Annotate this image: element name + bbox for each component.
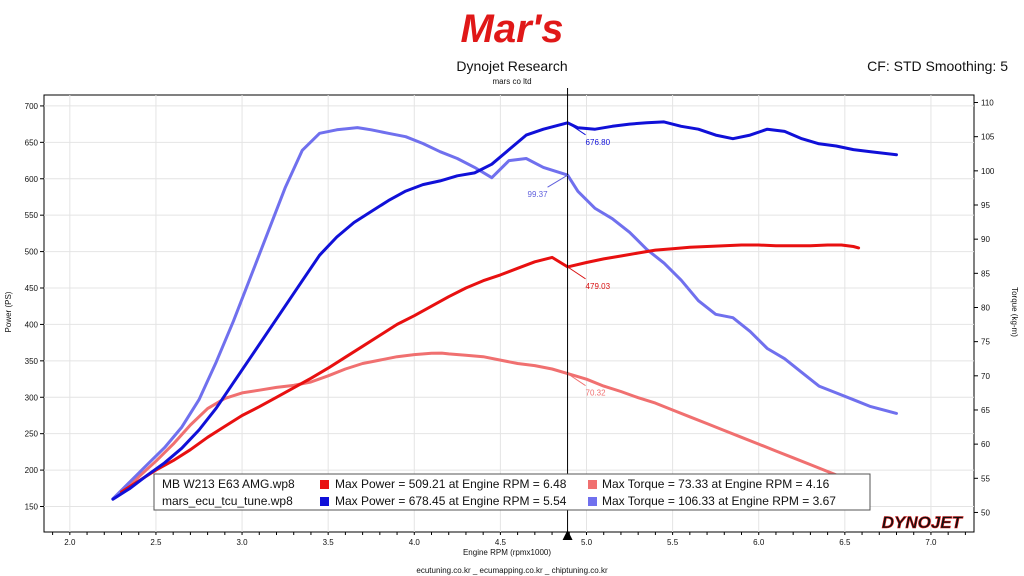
y-left-tick-label: 700 <box>25 102 39 111</box>
legend-run2-power: Max Power = 678.45 at Engine RPM = 5.54 <box>335 494 567 508</box>
series-line-2 <box>111 120 898 501</box>
legend-file-2: mars_ecu_tcu_tune.wp8 <box>162 494 293 508</box>
legend-swatch-run2-power <box>320 497 329 506</box>
brand-logo: Mar's <box>461 7 564 51</box>
y-left-tick-label: 200 <box>25 466 39 475</box>
y-right-tick-label: 70 <box>981 372 990 381</box>
plot-area <box>43 94 975 533</box>
y-left-tick-label: 150 <box>25 503 39 512</box>
dynojet-logo: DYNOJET <box>882 513 964 532</box>
cursor-value-labels: 676.80 99.37 479.03 70.32 <box>528 122 611 398</box>
series-line-0 <box>120 243 861 494</box>
y-right-tick-label: 50 <box>981 508 990 517</box>
y-right-tick-label: 90 <box>981 235 990 244</box>
series-line-3 <box>111 126 898 501</box>
x-tick-label: 7.0 <box>925 538 937 547</box>
cursor-label-leader <box>547 174 568 188</box>
y-right-tick-label: 100 <box>981 167 995 176</box>
legend: MB W213 E63 AMG.wp8 Max Power = 509.21 a… <box>153 473 871 511</box>
y-left-tick-label: 650 <box>25 138 39 147</box>
x-tick-label: 6.0 <box>753 538 765 547</box>
x-tick-label: 5.5 <box>667 538 679 547</box>
y-left-tick-label: 450 <box>25 284 39 293</box>
x-tick-label: 4.5 <box>495 538 507 547</box>
axis-ticks: 2.0 2.5 3.0 3.5 4.0 4.5 5.0 5.5 6.0 6.5 7.0 150 200 2… <box>25 99 995 547</box>
x-tick-label: 5.0 <box>581 538 593 547</box>
y-left-tick-label: 550 <box>25 211 39 220</box>
y-left-tick-label: 250 <box>25 430 39 439</box>
chart-title: Dynojet Research <box>456 58 567 74</box>
y-axis-left-label: Power (PS) <box>4 291 13 332</box>
x-tick-label: 6.5 <box>839 538 851 547</box>
cf-smoothing-label: CF: STD Smoothing: 5 <box>867 58 1008 74</box>
y-left-tick-label: 500 <box>25 248 39 257</box>
cursor-value-label: 99.37 <box>528 190 549 199</box>
chart-subtitle: mars co ltd <box>492 77 531 86</box>
legend-swatch-run1-power <box>320 480 329 489</box>
y-axis-right-label: Torque (kg-m) <box>1010 287 1019 337</box>
x-axis-label: Engine RPM (rpmx1000) <box>463 548 551 557</box>
grid <box>44 95 974 532</box>
legend-swatch-run1-torque <box>588 480 597 489</box>
x-tick-label: 2.5 <box>150 538 162 547</box>
y-right-tick-label: 65 <box>981 406 990 415</box>
rpm-cursor-marker[interactable] <box>562 530 573 540</box>
legend-file-1: MB W213 E63 AMG.wp8 <box>162 477 295 491</box>
x-tick-label: 2.0 <box>64 538 76 547</box>
legend-swatch-run2-torque <box>588 497 597 506</box>
cursor-value-label: 70.32 <box>586 389 607 398</box>
y-right-tick-label: 75 <box>981 338 990 347</box>
x-tick-label: 4.0 <box>409 538 421 547</box>
footer-sites: ecutuning.co.kr _ ecumapping.co.kr _ chi… <box>416 566 608 575</box>
legend-box <box>153 473 871 511</box>
x-tick-label: 3.5 <box>323 538 335 547</box>
series-lines <box>111 120 898 501</box>
y-right-tick-label: 55 <box>981 474 990 483</box>
y-left-tick-label: 350 <box>25 357 39 366</box>
cursor-label-leader <box>567 373 586 387</box>
x-tick-label: 3.0 <box>236 538 248 547</box>
y-left-tick-label: 300 <box>25 393 39 402</box>
cursor-value-label: 676.80 <box>586 138 611 147</box>
cursor-label-leader <box>567 122 586 136</box>
y-right-tick-label: 95 <box>981 201 990 210</box>
y-left-tick-label: 600 <box>25 175 39 184</box>
y-right-tick-label: 60 <box>981 440 990 449</box>
legend-run1-power: Max Power = 509.21 at Engine RPM = 6.48 <box>335 477 567 491</box>
series-line-1 <box>120 351 861 494</box>
y-right-tick-label: 85 <box>981 269 990 278</box>
y-left-tick-label: 400 <box>25 320 39 329</box>
cursor-label-leader <box>567 266 586 280</box>
legend-run1-torque: Max Torque = 73.33 at Engine RPM = 4.16 <box>602 477 830 491</box>
legend-run2-torque: Max Torque = 106.33 at Engine RPM = 3.67 <box>602 494 836 508</box>
y-right-tick-label: 80 <box>981 303 990 312</box>
cursor-value-label: 479.03 <box>586 282 611 291</box>
y-right-tick-label: 105 <box>981 133 995 142</box>
y-right-tick-label: 110 <box>981 99 994 108</box>
